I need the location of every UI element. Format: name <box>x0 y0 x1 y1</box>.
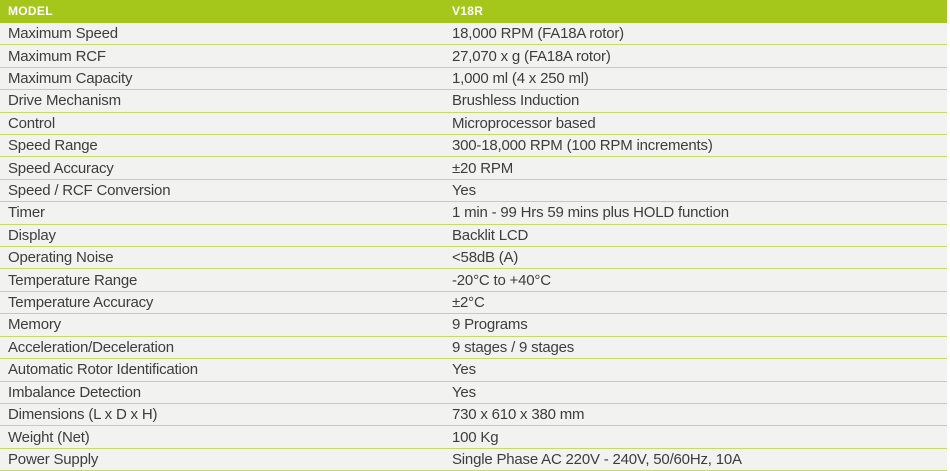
table-row: Memory 9 Programs <box>0 314 947 337</box>
spec-label: Maximum Capacity <box>8 70 133 88</box>
spec-value: 18,000 RPM (FA18A rotor) <box>452 25 624 43</box>
spec-value: 300-18,000 RPM (100 RPM increments) <box>452 137 713 155</box>
table-row: Temperature Accuracy ±2°C <box>0 291 947 315</box>
table-body: Maximum Speed 18,000 RPM (FA18A rotor) M… <box>0 23 950 471</box>
table-row: Operating Noise <58dB (A) <box>0 247 947 270</box>
table-row: Speed / RCF Conversion Yes <box>0 179 947 203</box>
spec-label: Automatic Rotor Identification <box>8 361 198 379</box>
spec-label: Dimensions (L x D x H) <box>8 406 158 424</box>
spec-value: Backlit LCD <box>452 226 529 244</box>
spec-label: Temperature Range <box>8 271 138 289</box>
spec-value: 27,070 x g (FA18A rotor) <box>452 47 611 65</box>
spec-label: Power Supply <box>8 450 99 468</box>
spec-label: Speed / RCF Conversion <box>8 182 171 200</box>
table-row: Acceleration/Deceleration 9 stages / 9 s… <box>0 336 947 360</box>
spec-label: Maximum Speed <box>8 25 118 43</box>
table-row: Power Supply Single Phase AC 220V - 240V… <box>0 448 947 471</box>
spec-label: Display <box>8 226 56 244</box>
spec-value: ±20 RPM <box>452 159 514 177</box>
spec-value: 1,000 ml (4 x 250 ml) <box>452 70 589 88</box>
spec-label: Memory <box>8 316 61 334</box>
spec-value: Yes <box>452 182 476 200</box>
spec-value: Brushless Induction <box>452 92 580 110</box>
spec-label: Speed Accuracy <box>8 159 114 177</box>
spec-value: 100 Kg <box>452 428 499 446</box>
spec-value: ±2°C <box>452 294 485 312</box>
spec-label: Temperature Accuracy <box>8 294 154 312</box>
spec-label: Maximum RCF <box>8 47 106 65</box>
table-row: Drive Mechanism Brushless Induction <box>0 90 947 113</box>
table-row: Display Backlit LCD <box>0 224 947 248</box>
table-row: Speed Accuracy ±20 RPM <box>0 157 947 180</box>
table-row: Temperature Range -20°C to +40°C <box>0 269 947 292</box>
spec-value: 1 min - 99 Hrs 59 mins plus HOLD functio… <box>452 204 729 222</box>
spec-value: <58dB (A) <box>452 249 519 267</box>
table-row: Maximum Capacity 1,000 ml (4 x 250 ml) <box>0 67 947 91</box>
spec-value: 9 Programs <box>452 316 528 334</box>
header-model-value: V18R <box>452 4 484 18</box>
spec-label: Weight (Net) <box>8 428 90 446</box>
spec-label: Control <box>8 114 55 132</box>
table-row: Maximum Speed 18,000 RPM (FA18A rotor) <box>0 23 947 46</box>
spec-value: Single Phase AC 220V - 240V, 50/60Hz, 10… <box>452 450 742 468</box>
spec-label: Drive Mechanism <box>8 92 121 110</box>
table-row: Imbalance Detection Yes <box>0 381 947 404</box>
spec-label: Speed Range <box>8 137 98 155</box>
table-header-row: MODEL V18R <box>0 0 947 23</box>
spec-label: Operating Noise <box>8 249 114 267</box>
spec-value: 730 x 610 x 380 mm <box>452 406 585 424</box>
table-row: Weight (Net) 100 Kg <box>0 426 947 449</box>
spec-value: Microprocessor based <box>452 114 596 132</box>
spec-label: Acceleration/Deceleration <box>8 338 174 356</box>
table-row: Control Microprocessor based <box>0 112 947 136</box>
spec-value: -20°C to +40°C <box>452 271 551 289</box>
table-row: Automatic Rotor Identification Yes <box>0 359 947 382</box>
table-row: Maximum RCF 27,070 x g (FA18A rotor) <box>0 45 947 68</box>
spec-label: Imbalance Detection <box>8 383 141 401</box>
header-model-label: MODEL <box>8 4 53 18</box>
spec-value: Yes <box>452 383 476 401</box>
table-row: Speed Range 300-18,000 RPM (100 RPM incr… <box>0 135 947 158</box>
spec-label: Timer <box>8 204 45 222</box>
table-row: Dimensions (L x D x H) 730 x 610 x 380 m… <box>0 403 947 427</box>
spec-value: Yes <box>452 361 476 379</box>
spec-value: 9 stages / 9 stages <box>452 338 575 356</box>
table-row: Timer 1 min - 99 Hrs 59 mins plus HOLD f… <box>0 202 947 225</box>
